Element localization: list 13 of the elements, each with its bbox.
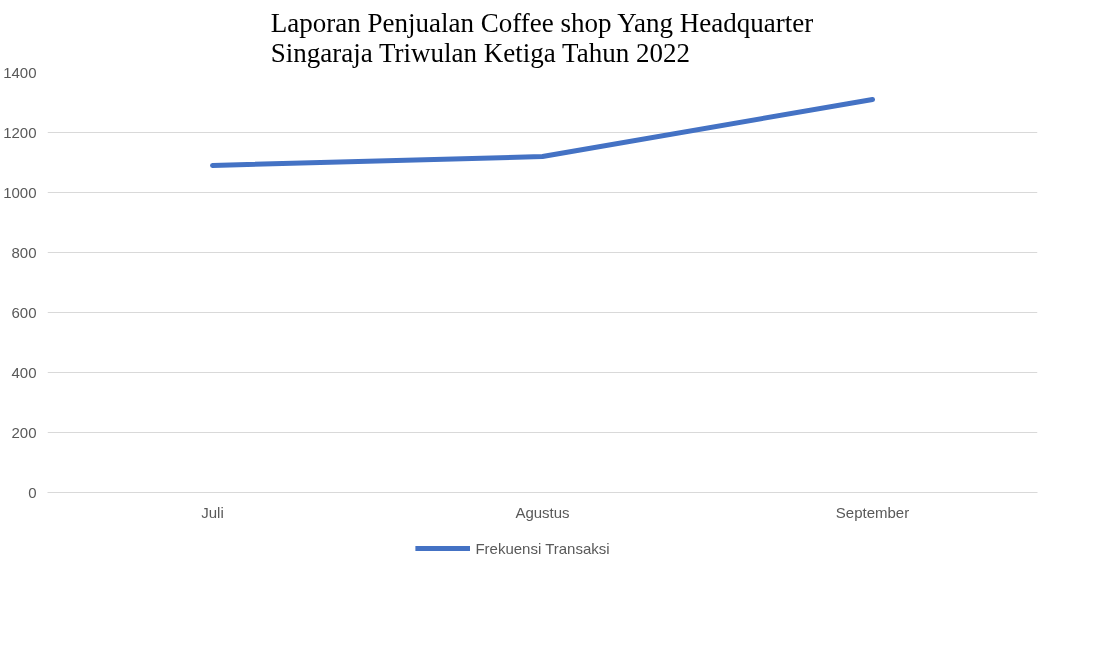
y-tick-label: 400 xyxy=(11,363,37,381)
y-tick-label: 800 xyxy=(11,243,37,261)
chart-title: Laporan Penjualan Coffee shop Yang Headquarter Singaraja Triwulan Ketiga Tahun 2022 xyxy=(270,7,814,68)
x-tick-label: September xyxy=(835,503,910,521)
y-tick-label: 200 xyxy=(11,423,37,441)
y-tick-label: 1000 xyxy=(3,183,37,201)
y-tick-label: 1400 xyxy=(3,63,37,81)
y-tick-label: 0 xyxy=(28,483,37,501)
x-tick-label: Agustus xyxy=(515,503,570,521)
y-tick-label: 1200 xyxy=(3,123,37,141)
y-tick-label: 600 xyxy=(11,303,37,321)
x-tick-label: Juli xyxy=(201,503,224,521)
legend-label: Frekuensi Transaksi xyxy=(475,539,610,557)
